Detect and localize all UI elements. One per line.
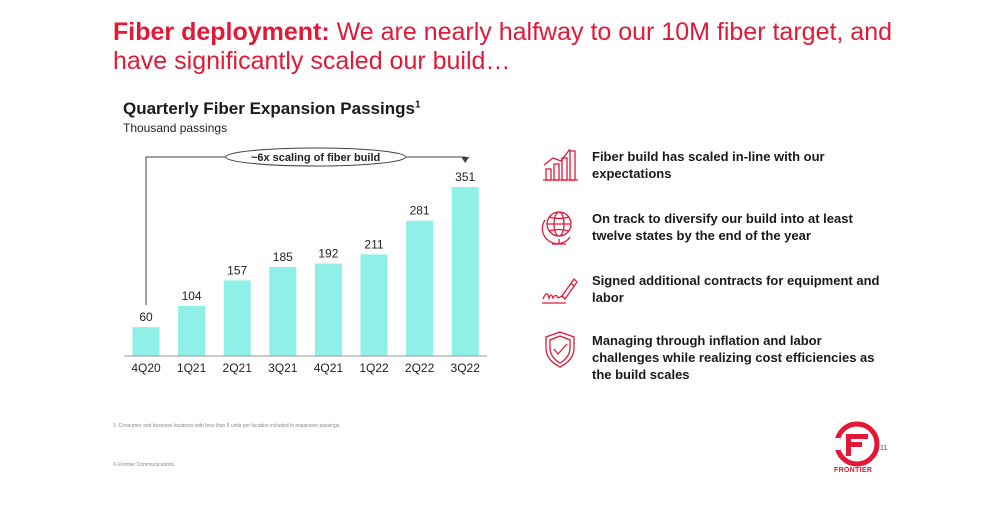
chart-title: Quarterly Fiber Expansion Passings1 xyxy=(123,99,421,119)
chart-title-footnote-marker: 1 xyxy=(414,99,421,111)
x-tick-3Q21: 3Q21 xyxy=(268,361,298,375)
value-label-1Q22: 211 xyxy=(364,237,383,251)
copyright: © Frontier Communications. xyxy=(113,462,176,468)
bar-1Q22 xyxy=(360,254,388,356)
x-tick-3Q22: 3Q22 xyxy=(451,361,481,375)
bar-2Q22 xyxy=(406,220,434,356)
value-label-3Q22: 351 xyxy=(455,170,475,184)
key-point-3: Signed additional contracts for equipmen… xyxy=(540,269,900,319)
bar-chart-growth-icon xyxy=(543,148,578,181)
frontier-logo-icon xyxy=(832,421,880,467)
headline-bold: Fiber deployment: xyxy=(113,18,330,46)
key-point-1: Fiber build has scaled in-line with our … xyxy=(540,145,900,195)
bar-1Q21 xyxy=(178,305,206,356)
chart-subtitle: Thousand passings xyxy=(123,121,228,135)
annotation-bubble xyxy=(225,147,407,167)
key-point-3-text: Signed additional contracts for equipmen… xyxy=(592,273,880,305)
value-label-3Q21: 185 xyxy=(273,250,293,264)
shield-check-icon xyxy=(545,331,575,368)
x-tick-4Q21: 4Q21 xyxy=(314,361,344,375)
signature-pen-icon xyxy=(542,277,578,304)
logo-text: FRONTIER xyxy=(834,467,873,474)
key-point-2-text: On track to diversify our build into at … xyxy=(592,211,853,243)
bar-3Q21 xyxy=(269,266,297,356)
bar-3Q22 xyxy=(451,187,479,356)
value-label-1Q21: 104 xyxy=(182,289,202,303)
value-label-2Q22: 281 xyxy=(410,204,430,218)
headline-rest: We are nearly halfway to our 10M fiber t… xyxy=(113,18,893,75)
value-label-4Q21: 192 xyxy=(318,247,338,261)
bar-4Q20 xyxy=(132,327,160,356)
key-point-4-text: Managing through inflation and labor cha… xyxy=(592,333,875,382)
key-point-1-text: Fiber build has scaled in-line with our … xyxy=(592,149,825,181)
annotation-text: ~6x scaling of fiber build xyxy=(251,152,380,164)
page-number: 11 xyxy=(880,445,888,452)
bar-2Q21 xyxy=(223,280,251,356)
x-tick-4Q20: 4Q20 xyxy=(131,361,161,375)
globe-icon xyxy=(541,211,572,245)
x-tick-2Q22: 2Q22 xyxy=(405,361,435,375)
value-label-4Q20: 60 xyxy=(139,310,153,324)
annotation-arrowhead xyxy=(461,157,470,163)
footnote: 1. Consumer and business locations with … xyxy=(113,423,341,429)
page-headline: Fiber deployment: We are nearly halfway … xyxy=(113,18,913,76)
x-tick-1Q22: 1Q22 xyxy=(359,361,389,375)
value-label-2Q21: 157 xyxy=(227,263,247,277)
x-tick-2Q21: 2Q21 xyxy=(223,361,253,375)
bar-4Q21 xyxy=(314,263,342,356)
key-point-4: Managing through inflation and labor cha… xyxy=(540,329,900,382)
chart-title-text: Quarterly Fiber Expansion Passings xyxy=(123,99,415,118)
x-tick-1Q21: 1Q21 xyxy=(177,361,207,375)
key-point-2: On track to diversify our build into at … xyxy=(540,207,900,257)
